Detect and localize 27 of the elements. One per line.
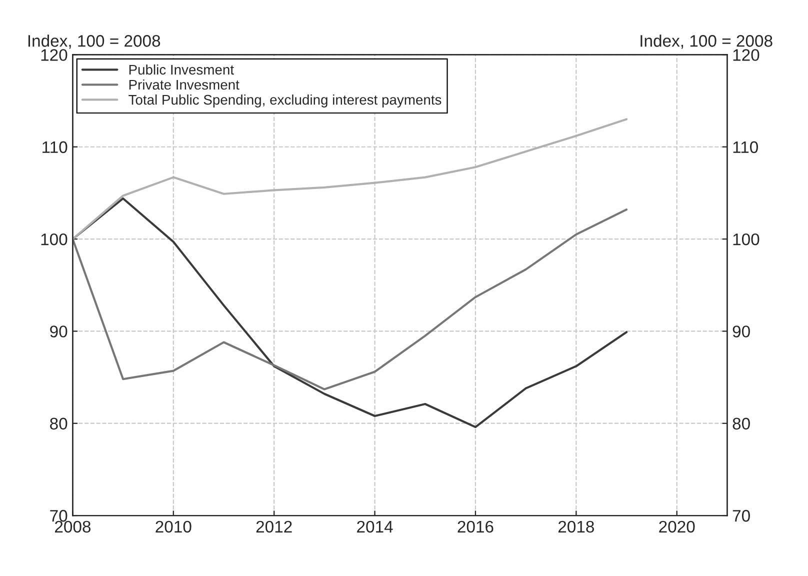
y2-tick-label: 80	[732, 418, 750, 430]
x-tick-label: 2018	[558, 520, 594, 533]
x-tick-label: 2014	[357, 520, 393, 533]
x-tick-label: 2010	[156, 520, 192, 533]
x-tick-label: 2020	[659, 520, 695, 533]
x-tick-label: 2012	[256, 520, 292, 533]
line-series	[72, 208, 628, 390]
y-tick-label: 70	[50, 510, 68, 522]
line-series	[72, 197, 628, 428]
legend-label: Private Invesment	[129, 79, 240, 90]
y-axis-title: Index, 100 = 2008	[28, 34, 160, 49]
legend-label: Total Public Spending, excluding interest payments	[128, 94, 442, 108]
y2-tick-label: 100	[733, 233, 760, 246]
y-tick-label: 110	[42, 141, 68, 154]
y2-axis-title: Index, 100 = 2008	[640, 34, 772, 49]
y-tick-label: 80	[50, 418, 68, 430]
x-tick-label: 2016	[458, 520, 494, 533]
y-tick-label: 120	[41, 49, 68, 61]
legend-label: Public Invesment	[129, 64, 234, 75]
x-tick-label: 2008	[55, 520, 91, 533]
y2-tick-label: 110	[733, 141, 758, 154]
y2-tick-label: 120	[733, 49, 760, 61]
y2-tick-label: 70	[732, 510, 750, 522]
y-tick-label: 100	[41, 233, 68, 246]
y-tick-label: 90	[50, 326, 68, 338]
line-series	[72, 118, 628, 240]
y2-tick-label: 90	[732, 326, 750, 338]
